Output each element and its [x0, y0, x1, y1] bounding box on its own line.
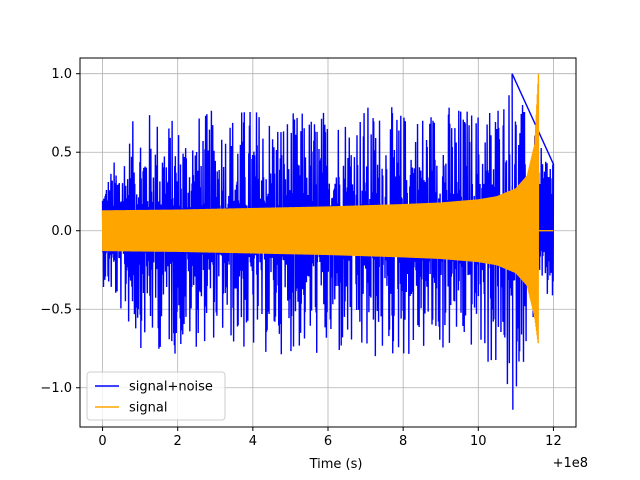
- y-tick-label: −1.0: [40, 381, 72, 396]
- legend-label: signal: [129, 401, 167, 416]
- series-layer: [101, 73, 555, 410]
- x-offset-label: +1e8: [553, 456, 588, 471]
- legend-box: [86, 371, 226, 421]
- legend-label: signal+noise: [129, 380, 213, 395]
- x-axis-label: Time (s): [309, 457, 363, 472]
- x-tick-label: 4: [249, 434, 257, 449]
- x-tick-label: 2: [174, 434, 182, 449]
- legend: signal+noise signal: [86, 371, 226, 421]
- series-signal-line: [101, 73, 554, 344]
- x-tick-label: 12: [545, 434, 562, 449]
- x-tick-label: 10: [470, 434, 487, 449]
- x-tick-label: 0: [98, 434, 106, 449]
- y-tick-label: −0.5: [40, 303, 72, 318]
- x-tick-label: 6: [324, 434, 332, 449]
- y-tick-label: 0.0: [51, 224, 72, 239]
- y-tick-label: 0.5: [51, 146, 72, 161]
- axes: 0 2 4 6 8 10 12 −1.0 −0.5 0.0 0.5 1.0: [40, 57, 577, 449]
- y-tick-label: 1.0: [51, 67, 72, 82]
- x-tick-label: 8: [399, 434, 407, 449]
